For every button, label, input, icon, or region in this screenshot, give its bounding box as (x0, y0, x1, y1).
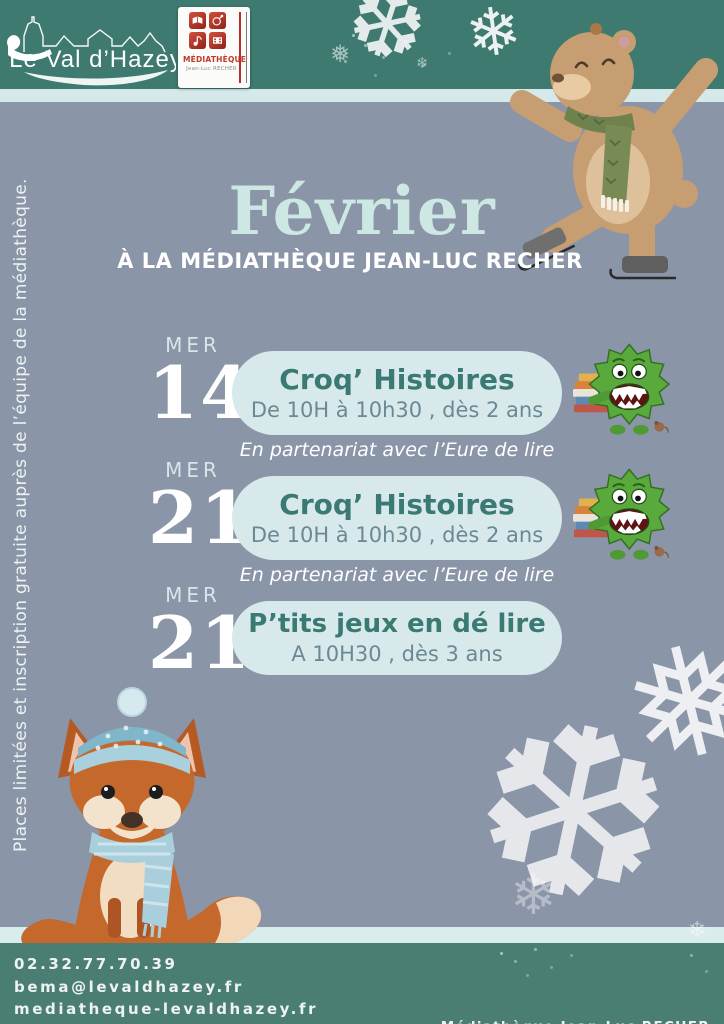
snowflake-icon: ❄ (416, 54, 429, 72)
event-date-number: 14 (148, 350, 253, 435)
footer-band (0, 943, 724, 1024)
poster-title: Février (228, 172, 496, 250)
fox-illustration (21, 687, 262, 963)
event-title: Croq’ Histoires (279, 487, 515, 521)
footer-mediatheque-name: Médiathèque Jean-Luc RECHER (314, 1017, 710, 1024)
event-date: MER 14 (148, 333, 253, 435)
logo-stripes (239, 12, 247, 83)
monster-books-illustration (573, 468, 670, 560)
snowflake-icon: ❄ (510, 863, 557, 928)
wave-swoosh (24, 70, 168, 86)
event-pill: Croq’ Histoires De 10H à 10h30 , dès 2 a… (232, 351, 562, 435)
mediatheque-logo-tiles (189, 12, 240, 49)
top-divider-strip (0, 89, 724, 102)
monster-books-illustration (573, 343, 670, 435)
event-pill: Croq’ Histoires De 10H à 10h30 , dès 2 a… (232, 476, 562, 560)
footer-contact: 02.32.77.70.39 bema@levaldhazey.fr media… (14, 953, 318, 1021)
event-date: MER 21 (148, 458, 253, 560)
poster-subtitle: À LA MÉDIATHÈQUE JEAN-LUC RECHER (117, 249, 583, 273)
event-pill: P’tits jeux en dé lire A 10H30 , dès 3 a… (232, 601, 562, 675)
snow-speckles (352, 34, 355, 37)
film-icon (209, 32, 226, 49)
event-date: MER 21 (148, 583, 253, 685)
event-title: P’tits jeux en dé lire (248, 609, 546, 640)
event-note: En partenariat avec l’Eure de lire (239, 564, 555, 586)
snow-speckles (500, 952, 503, 955)
event-title: Croq’ Histoires (279, 362, 515, 396)
event-day-label: MER (165, 333, 221, 357)
village-skyline-outline (23, 16, 166, 53)
mediatheque-logo-title: MÉDIATHÈQUE (183, 55, 247, 64)
town-logo-text: Le Val d’Hazey (9, 46, 176, 73)
event-details: De 10H à 10h30 , dès 2 ans (250, 523, 544, 548)
footer-phone: 02.32.77.70.39 (14, 955, 178, 973)
footer-address-block: Médiathèque Jean-Luc RECHER Allée Charle… (314, 974, 710, 1024)
swan-icon (7, 35, 52, 61)
event-details: De 10H à 10h30 , dès 2 ans (250, 398, 544, 423)
footer-email: bema@levaldhazey.fr (14, 977, 244, 996)
footer-website: mediatheque-levaldhazey.fr (14, 1000, 319, 1018)
event-details: A 10H30 , dès 3 ans (291, 641, 503, 666)
book-icon (189, 12, 206, 29)
bear-skating-illustration (510, 23, 718, 280)
levaldhazey-logo: Le Val d’Hazey (7, 16, 176, 86)
event-date-number: 21 (148, 475, 253, 560)
mediatheque-logo: MÉDIATHÈQUE Jean-Luc RECHER (178, 7, 250, 88)
globe-icon (209, 12, 226, 29)
snowflake-icon: ❅ (330, 40, 351, 68)
event-date-number: 21 (148, 600, 253, 685)
snowflake-icon: ❄ (688, 918, 707, 943)
music-note-icon (189, 32, 206, 49)
mediatheque-logo-subtitle: Jean-Luc RECHER (186, 66, 237, 72)
event-day-label: MER (165, 458, 221, 482)
event-day-label: MER (165, 583, 221, 607)
event-note: En partenariat avec l’Eure de lire (239, 439, 555, 461)
